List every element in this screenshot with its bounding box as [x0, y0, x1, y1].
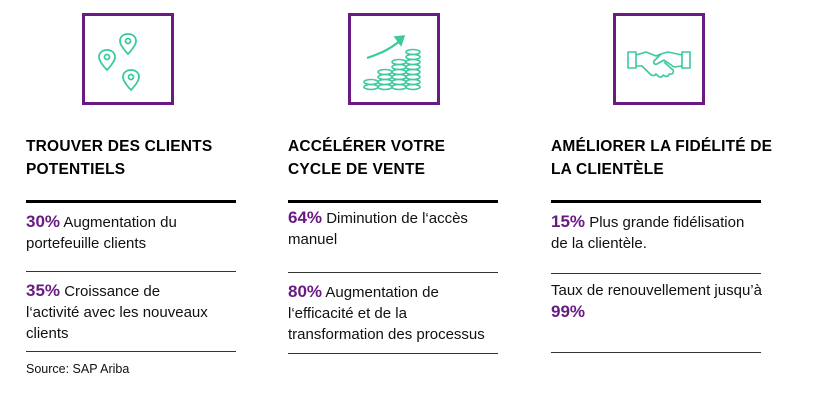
stat-text: Plus grande fidélisation de la clientèle… [551, 214, 745, 252]
stat-item: 64% Diminution de l‘accès manuel [288, 207, 518, 250]
column-heading: ACCÉLÉRER VOTRE CYCLE DE VENTE [288, 138, 446, 178]
growing-coins-icon [363, 35, 421, 91]
divider-thin [288, 353, 498, 354]
stat-text: Augmentation de l‘efficacité et de la tr… [288, 284, 485, 343]
icon-frame [82, 13, 174, 105]
stat-text: Diminution de l‘accès manuel [288, 210, 468, 248]
stat-percent: 80% [288, 282, 323, 301]
stat-percent: 64% [288, 208, 323, 227]
stat-percent: 99% [551, 302, 586, 321]
divider-thick [551, 200, 761, 203]
stat-percent: 30% [26, 212, 61, 231]
column-heading: TROUVER DES CLIENTS POTENTIELS [26, 138, 213, 178]
divider-thin [551, 273, 761, 274]
divider-thin [26, 271, 236, 272]
divider-thin [551, 352, 761, 353]
stat-percent: 35% [26, 281, 61, 300]
stat-item: 35% Croissance de l‘activité avec les no… [26, 280, 256, 344]
divider-thick [26, 200, 236, 203]
divider-thick [288, 200, 498, 203]
column-heading: AMÉLIORER LA FIDÉLITÉ DE LA CLIENTÈLE [551, 138, 773, 178]
stat-text: Croissance de l‘activité avec les nouvea… [26, 283, 208, 342]
icon-frame [348, 13, 440, 105]
stat-item: 80% Augmentation de l‘efficacité et de l… [288, 281, 528, 345]
stat-text: Augmentation du portefeuille clients [26, 214, 177, 252]
stat-percent: 15% [551, 212, 586, 231]
stat-text: Taux de renouvellement jusqu’à [551, 282, 762, 299]
icon-frame [613, 13, 705, 105]
divider-thin [26, 351, 236, 352]
map-pins-icon [98, 33, 140, 92]
stat-item: 15% Plus grande fidélisation de la clien… [551, 211, 791, 254]
stat-item: Taux de renouvellement jusqu’à 99% [551, 280, 811, 323]
source-note: Source: SAP Ariba [26, 362, 130, 376]
handshake-icon [627, 51, 691, 78]
divider-thin [288, 272, 498, 273]
stat-item: 30% Augmentation du portefeuille clients [26, 211, 246, 254]
